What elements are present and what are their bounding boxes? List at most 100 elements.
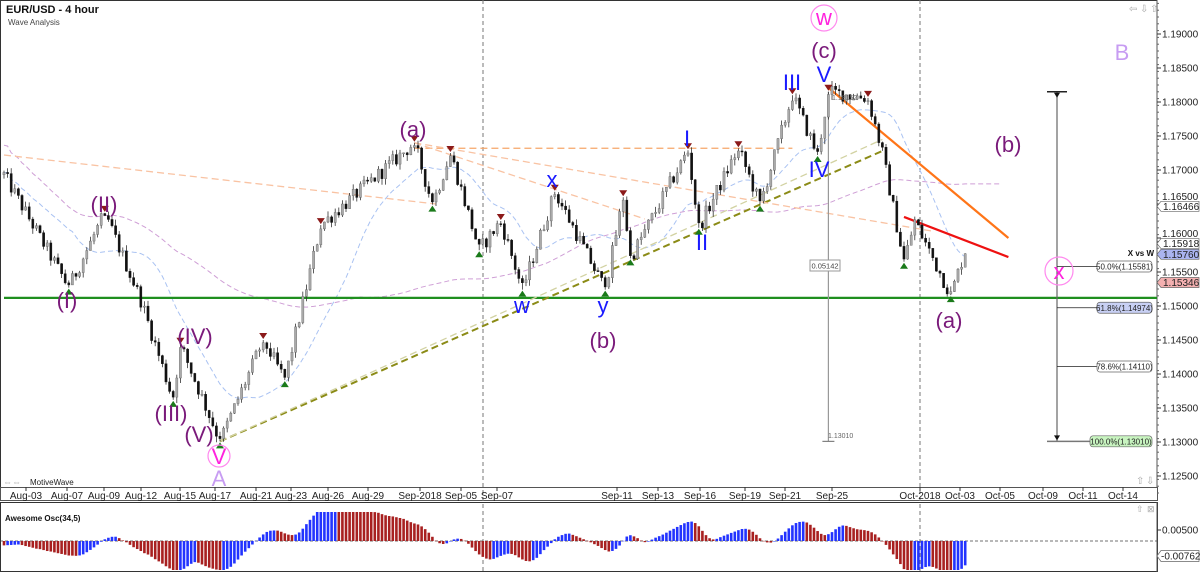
osc-bar-negative <box>171 541 175 570</box>
candle-down <box>945 287 949 295</box>
price-axis-ticks: 1.19000 1.18500 1.18000 1.17500 1.17000 1.165… <box>1157 2 1199 494</box>
x-tick-label: Aug-17 <box>199 491 232 502</box>
candle-up <box>179 347 182 379</box>
price-pane[interactable] <box>0 0 1158 488</box>
candle-down <box>600 271 603 278</box>
osc-bar-negative <box>38 541 42 550</box>
osc-bar-positive <box>117 538 121 541</box>
arrow-down-icon <box>1054 435 1060 441</box>
candle-down <box>182 347 186 350</box>
candle-up <box>2 172 6 175</box>
candle-down <box>593 263 596 271</box>
osc-bar-negative <box>204 541 207 567</box>
osc-bar-positive <box>859 529 863 541</box>
osc-bar-positive <box>405 520 409 541</box>
osc-bar-negative <box>81 541 85 555</box>
osc-bar-negative <box>186 541 189 567</box>
osc-bar-positive <box>852 528 855 541</box>
time-axis[interactable] <box>0 487 1158 501</box>
fib-tool[interactable]: 50.0%(1.15581) 61.8%(1.14974) 78.6%(1.1411… <box>1047 91 1153 448</box>
candle-up <box>319 228 323 245</box>
osc-bar-negative <box>931 541 935 567</box>
candle-up <box>809 133 812 136</box>
candle-down <box>567 209 571 223</box>
swing-low-marker <box>475 251 484 258</box>
osc-bar-positive <box>665 532 668 541</box>
candle-up <box>783 122 787 126</box>
osc-bar-negative <box>956 541 960 570</box>
osc-bar-positive <box>783 531 787 541</box>
candle-down <box>596 270 600 272</box>
osc-bar-negative <box>549 541 553 544</box>
candle-up <box>409 147 413 156</box>
osc-bar-positive <box>708 538 711 541</box>
osc-bar-positive <box>701 530 704 541</box>
wave-label-B: B <box>1115 40 1130 65</box>
osc-bar-positive <box>837 526 841 541</box>
ma-fast <box>3 109 966 399</box>
candle-up <box>402 152 405 155</box>
osc-bar-positive <box>427 532 431 541</box>
osc-bar-negative <box>960 541 963 569</box>
osc-bar-negative <box>963 541 967 566</box>
candle-up <box>53 257 56 261</box>
osc-bar-negative <box>596 541 600 546</box>
candle-up <box>71 273 74 286</box>
osc-bar-positive <box>420 526 423 541</box>
candle-up <box>351 189 355 196</box>
arrow-down-icon[interactable]: ⇩ <box>1140 4 1148 15</box>
candle-down <box>107 215 110 220</box>
candle-down <box>153 340 157 343</box>
scroll-down-icon[interactable]: ⇩ <box>1146 476 1154 487</box>
osc-bar-positive <box>567 533 571 541</box>
osc-close-icon[interactable]: ⊠ <box>1147 504 1155 514</box>
osc-bar-positive <box>762 540 765 542</box>
osc-bar-negative <box>449 541 452 542</box>
fib-title: X vs W <box>1128 249 1155 258</box>
candle-down <box>672 176 675 183</box>
osc-bar-negative <box>211 541 215 569</box>
osc-move-icon[interactable]: ⇧ <box>1136 504 1144 514</box>
arrow-left-icon[interactable]: ⇦ <box>1129 4 1137 15</box>
candle-down <box>485 238 488 248</box>
osc-bar-negative <box>611 541 614 551</box>
x-tick-label: Aug-26 <box>312 491 345 502</box>
osc-bar-positive <box>798 521 801 541</box>
candle-up <box>287 360 290 378</box>
candle-up <box>794 97 798 102</box>
osc-bar-negative <box>949 541 953 570</box>
y-tick-label: 1.14500 <box>1162 336 1199 347</box>
osc-bar-negative <box>63 541 67 555</box>
osc-bar-positive <box>398 517 402 541</box>
osc-bar-positive <box>805 522 809 541</box>
x-tick-label: Aug-29 <box>352 491 385 502</box>
scroll-up-icon[interactable]: ⇧ <box>1136 476 1144 487</box>
osc-bar-positive <box>373 512 377 541</box>
candle-down <box>74 273 78 277</box>
price-badge <box>1156 238 1200 249</box>
osc-bar-negative <box>470 541 474 548</box>
candle-up <box>909 234 913 246</box>
osc-bar-positive <box>355 512 359 541</box>
candle-up <box>956 268 960 282</box>
candle-down <box>6 172 9 174</box>
candle-up <box>679 160 683 174</box>
osc-bar-positive <box>341 512 344 541</box>
candle-up <box>621 199 625 212</box>
swing-low-marker <box>169 400 178 407</box>
osc-bar-positive <box>679 525 683 541</box>
candle-down <box>211 417 215 427</box>
osc-bar-positive <box>287 534 290 541</box>
candle-down <box>902 246 906 260</box>
y-tick-label: 1.18500 <box>1162 64 1199 75</box>
candle-up <box>78 272 81 277</box>
candle-down <box>841 90 845 102</box>
candle-down <box>416 145 420 149</box>
osc-bar-positive <box>683 523 686 541</box>
candle-up <box>308 268 312 290</box>
arrow-up-icon[interactable]: ⇧ <box>1150 4 1158 15</box>
fib-level-box <box>1096 260 1153 273</box>
osc-bar-negative <box>78 541 81 556</box>
pan-icons[interactable]: ⇔⇔ <box>3 477 21 487</box>
